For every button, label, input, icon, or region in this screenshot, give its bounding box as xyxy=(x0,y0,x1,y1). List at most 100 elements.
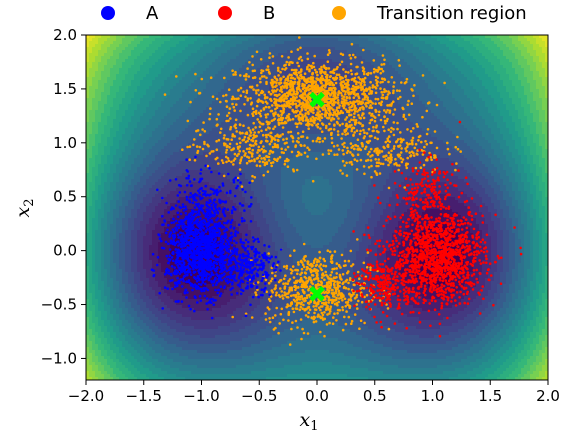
data-point xyxy=(181,257,184,260)
data-point xyxy=(241,204,245,207)
data-point xyxy=(310,118,313,122)
data-point xyxy=(241,188,244,191)
data-point xyxy=(283,68,287,71)
data-point xyxy=(433,130,437,133)
data-point xyxy=(302,265,306,269)
data-point xyxy=(427,309,431,313)
data-point xyxy=(255,263,259,267)
data-point xyxy=(278,322,282,325)
data-point xyxy=(255,285,259,289)
data-point xyxy=(289,118,292,122)
data-point xyxy=(257,130,261,134)
data-point xyxy=(301,263,305,267)
data-point xyxy=(374,108,377,112)
data-point xyxy=(358,327,361,331)
data-point xyxy=(184,212,188,215)
data-point xyxy=(350,293,354,297)
data-point xyxy=(192,215,196,219)
data-point xyxy=(328,109,331,112)
data-point xyxy=(341,143,344,146)
data-point xyxy=(209,200,212,203)
data-point xyxy=(357,113,360,117)
data-point xyxy=(377,161,381,164)
data-point xyxy=(239,132,242,135)
data-point xyxy=(199,261,202,265)
data-point xyxy=(197,189,200,192)
data-point xyxy=(340,94,344,97)
data-point xyxy=(387,151,391,154)
data-point xyxy=(286,145,290,149)
data-point xyxy=(250,271,254,275)
data-point xyxy=(201,262,205,266)
data-point xyxy=(322,65,326,68)
data-point xyxy=(312,65,316,69)
data-point xyxy=(319,308,322,312)
data-point xyxy=(313,54,317,58)
data-point xyxy=(223,229,226,233)
data-point xyxy=(357,81,361,84)
data-point xyxy=(385,265,388,268)
data-point xyxy=(249,134,252,137)
data-point xyxy=(256,268,260,272)
data-point xyxy=(343,141,346,145)
data-point xyxy=(187,266,190,270)
data-point xyxy=(320,283,323,287)
data-point xyxy=(309,76,313,80)
data-point xyxy=(178,272,181,276)
data-point xyxy=(197,239,200,243)
data-point xyxy=(251,107,255,110)
data-point xyxy=(419,235,422,238)
data-point xyxy=(295,73,299,77)
data-point xyxy=(204,184,207,188)
data-point xyxy=(260,75,264,78)
data-point xyxy=(290,74,293,77)
data-point xyxy=(425,143,429,146)
data-point xyxy=(362,106,365,110)
data-point xyxy=(309,285,312,288)
data-point xyxy=(279,287,282,290)
data-point xyxy=(386,137,390,140)
data-point xyxy=(398,298,402,302)
data-point xyxy=(202,264,205,268)
data-point xyxy=(214,237,217,241)
data-point xyxy=(410,141,414,145)
data-point xyxy=(191,288,194,292)
data-point xyxy=(327,301,331,304)
data-point xyxy=(415,242,419,246)
data-point xyxy=(346,82,349,85)
data-point xyxy=(174,219,178,223)
data-point xyxy=(257,263,261,267)
data-point xyxy=(330,118,333,122)
data-point xyxy=(345,102,348,105)
data-point xyxy=(213,267,217,271)
data-point xyxy=(201,281,205,284)
data-point xyxy=(266,170,270,173)
data-point xyxy=(291,136,295,140)
data-point xyxy=(413,84,416,87)
data-point xyxy=(326,288,329,292)
data-point xyxy=(237,223,241,227)
data-point xyxy=(264,318,268,321)
data-point xyxy=(191,283,194,287)
data-point xyxy=(301,327,304,331)
data-point xyxy=(319,71,323,75)
data-point xyxy=(364,145,368,149)
data-point xyxy=(244,78,248,81)
data-point xyxy=(341,172,344,175)
data-point xyxy=(219,292,223,295)
data-point xyxy=(455,162,458,165)
data-point xyxy=(285,60,289,64)
data-point xyxy=(285,305,289,309)
data-point xyxy=(387,215,390,218)
data-point xyxy=(300,59,304,62)
data-point xyxy=(255,251,259,254)
data-point xyxy=(248,143,252,147)
data-point xyxy=(174,300,178,303)
data-point xyxy=(207,278,211,282)
data-point xyxy=(412,237,416,240)
data-point xyxy=(296,269,300,272)
data-point xyxy=(211,267,214,270)
data-point xyxy=(442,273,446,276)
data-point xyxy=(426,205,430,209)
data-point xyxy=(212,198,216,202)
